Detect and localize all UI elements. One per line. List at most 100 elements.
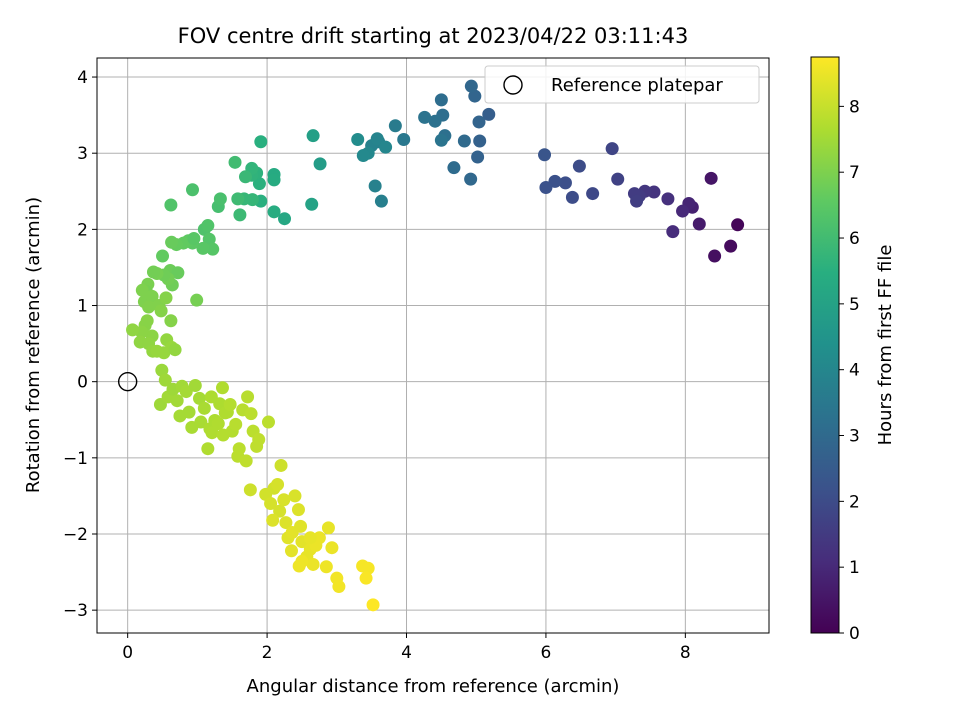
data-point — [164, 198, 178, 212]
colorbar-label: Hours from first FF file — [875, 245, 896, 446]
data-point — [192, 391, 206, 405]
data-point — [233, 208, 247, 222]
data-point — [252, 177, 266, 191]
data-point — [150, 344, 164, 358]
data-point — [228, 155, 242, 169]
data-point — [321, 521, 335, 535]
data-point — [279, 516, 293, 530]
legend-label: Reference platepar — [551, 75, 723, 96]
data-point — [291, 503, 305, 517]
data-point — [294, 519, 308, 533]
data-point — [708, 249, 722, 263]
colorbar-ticks: 0 1 2 3 4 5 6 7 8 — [839, 97, 860, 644]
data-point — [539, 180, 553, 194]
data-point — [292, 559, 306, 573]
data-point — [731, 218, 745, 232]
data-point — [457, 134, 471, 148]
data-point — [126, 323, 140, 337]
data-point — [586, 187, 600, 201]
data-point — [223, 398, 237, 412]
x-tick-label: 2 — [262, 643, 273, 663]
data-point — [472, 115, 486, 129]
data-point — [482, 107, 496, 121]
data-point — [205, 426, 219, 440]
data-point — [154, 304, 168, 318]
data-point — [724, 239, 738, 253]
x-tick-label: 6 — [541, 643, 552, 663]
data-point — [306, 557, 320, 571]
data-point — [156, 249, 170, 263]
data-point — [274, 458, 288, 472]
data-point — [368, 179, 382, 193]
data-point — [312, 531, 326, 545]
data-point — [565, 190, 579, 204]
data-point — [232, 442, 246, 456]
plot-frame — [96, 57, 770, 634]
data-point — [188, 378, 202, 392]
data-point — [168, 343, 182, 357]
data-point — [197, 401, 211, 415]
data-point — [288, 489, 302, 503]
colorbar — [810, 56, 840, 634]
data-point — [135, 283, 149, 297]
data-point — [194, 415, 208, 429]
data-point — [202, 232, 216, 246]
data-point — [468, 89, 482, 103]
data-point — [158, 373, 172, 387]
colorbar-tick-label: 4 — [849, 361, 860, 381]
x-tick-label: 8 — [680, 643, 691, 663]
data-point — [204, 390, 218, 404]
data-point — [538, 148, 552, 162]
data-point — [264, 497, 278, 511]
data-point — [692, 217, 706, 231]
data-point — [165, 235, 179, 249]
data-point — [464, 79, 478, 93]
colorbar-tick-label: 0 — [849, 624, 860, 644]
chart-title: FOV centre drift starting at 2023/04/22 … — [178, 24, 689, 48]
data-point — [213, 192, 227, 206]
data-point — [418, 110, 432, 124]
data-point — [201, 442, 215, 456]
data-point — [359, 571, 373, 585]
data-point — [676, 204, 690, 218]
colorbar-tick-label: 7 — [849, 163, 860, 183]
data-point — [271, 477, 285, 491]
colorbar-tick-label: 8 — [849, 97, 860, 117]
data-point — [238, 170, 252, 184]
data-point — [159, 291, 173, 305]
grid-lines — [97, 58, 769, 633]
colorbar-tick-label: 1 — [849, 558, 860, 578]
data-point — [182, 405, 196, 419]
colorbar-tick-label: 6 — [849, 229, 860, 249]
data-point — [190, 293, 204, 307]
data-point — [239, 454, 253, 468]
data-point — [471, 150, 485, 164]
data-point — [630, 194, 644, 208]
data-point — [215, 381, 229, 395]
data-point — [254, 135, 268, 149]
colorbar-tick-label: 2 — [849, 492, 860, 512]
data-point — [278, 212, 292, 226]
data-point — [447, 161, 461, 175]
data-point — [374, 194, 388, 208]
data-point — [155, 363, 169, 377]
data-point — [231, 192, 245, 206]
data-point — [164, 314, 178, 328]
data-point — [266, 513, 280, 527]
data-point — [473, 134, 487, 148]
data-point — [661, 192, 675, 206]
data-point — [146, 265, 160, 279]
data-point — [379, 140, 393, 154]
data-point — [241, 390, 255, 404]
data-point — [142, 300, 156, 314]
data-point — [361, 561, 375, 575]
data-point — [332, 580, 346, 594]
data-point — [666, 225, 680, 239]
y-tick-label: −1 — [63, 449, 88, 469]
y-tick-label: −2 — [63, 525, 88, 545]
y-tick-label: 4 — [77, 68, 88, 88]
data-point — [243, 483, 257, 497]
y-tick-label: 0 — [77, 373, 88, 393]
data-point — [434, 133, 448, 147]
